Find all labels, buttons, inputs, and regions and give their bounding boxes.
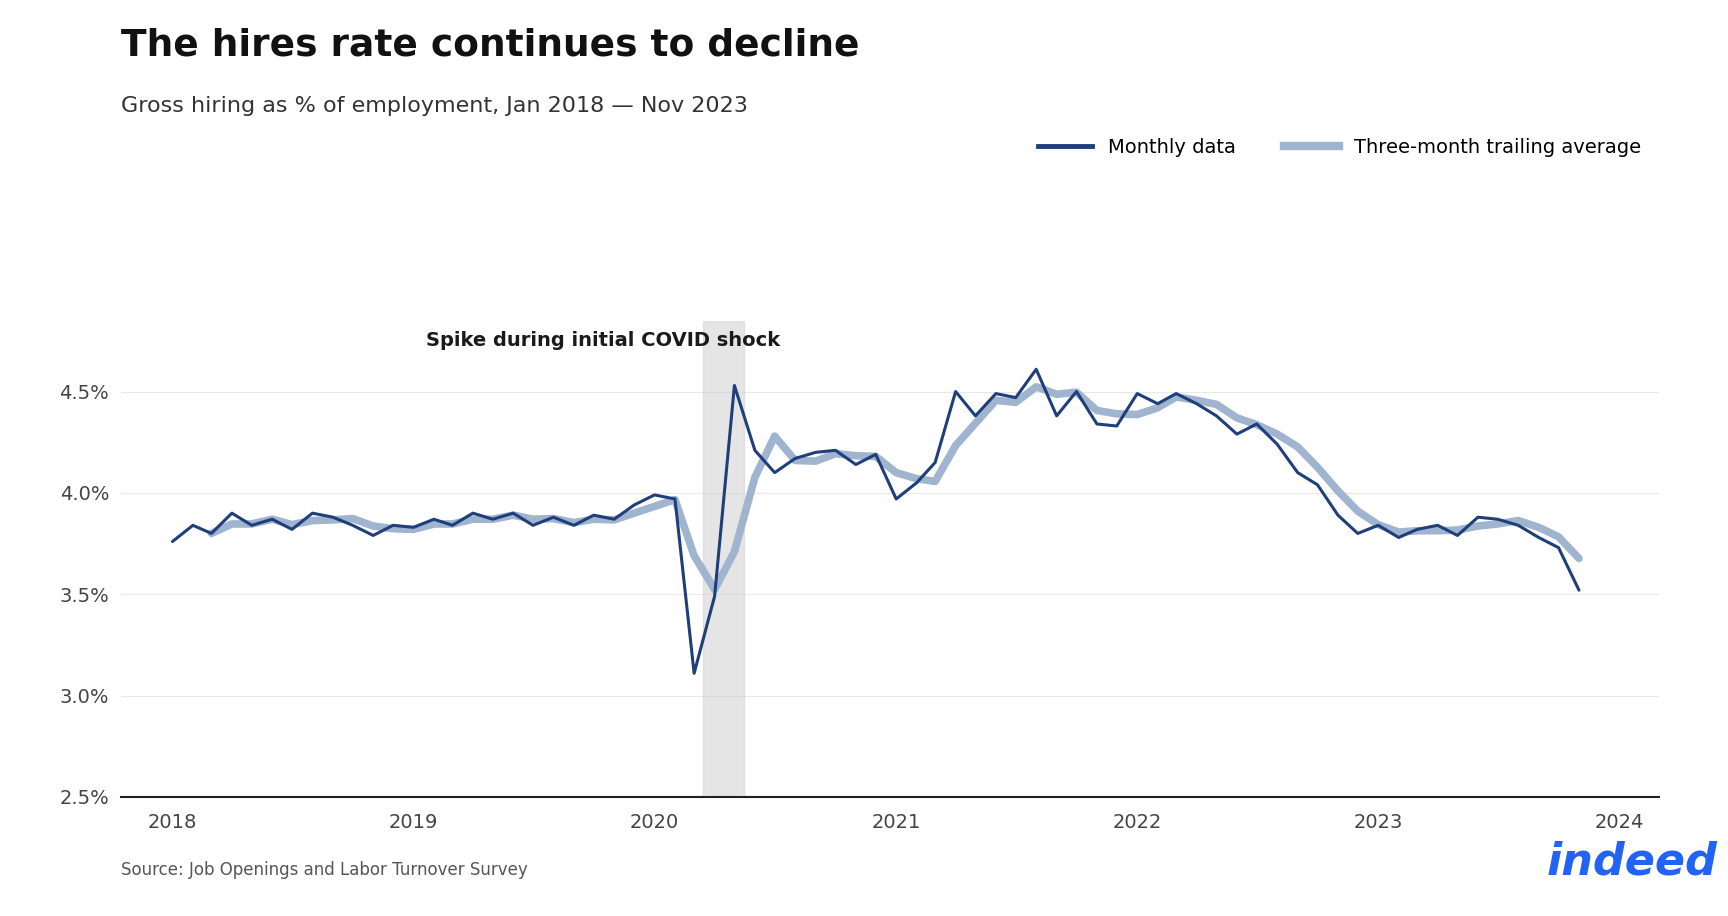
Text: indeed: indeed xyxy=(1547,841,1718,884)
Text: Spike during initial COVID shock: Spike during initial COVID shock xyxy=(425,332,779,350)
Text: Gross hiring as % of employment, Jan 2018 — Nov 2023: Gross hiring as % of employment, Jan 201… xyxy=(121,96,748,116)
Text: The hires rate continues to decline: The hires rate continues to decline xyxy=(121,27,859,63)
Bar xyxy=(703,321,743,797)
Text: Source: Job Openings and Labor Turnover Survey: Source: Job Openings and Labor Turnover … xyxy=(121,861,527,879)
Legend: Monthly data, Three-month trailing average: Monthly data, Three-month trailing avera… xyxy=(1030,130,1649,165)
